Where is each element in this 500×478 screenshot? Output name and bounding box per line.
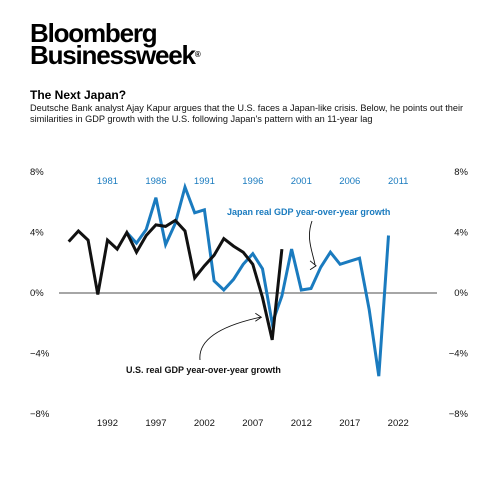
y-tick-label-left: 0% <box>30 288 44 299</box>
y-tick-label-left: −4% <box>30 349 50 360</box>
y-tick-label-left: 8% <box>30 167 44 178</box>
brand-logo: Bloomberg Businessweek® <box>30 18 201 68</box>
x-bottom-tick-label: 2012 <box>291 418 312 429</box>
x-top-tick-label: 2011 <box>388 176 408 187</box>
y-tick-label-right: 0% <box>454 288 468 299</box>
brand-line-2: Businessweek® <box>30 42 201 68</box>
brand-line-2-text: Businessweek <box>30 40 196 70</box>
us-gdp-line <box>67 218 284 341</box>
x-top-tick-label: 1986 <box>145 176 166 187</box>
x-bottom-tick-label: 2022 <box>388 418 409 429</box>
y-tick-label-right: 4% <box>454 228 468 239</box>
x-top-tick-label: 1981 <box>97 176 118 187</box>
x-bottom-tick-label: 1992 <box>97 418 118 429</box>
registered-mark: ® <box>194 50 201 59</box>
x-bottom-tick-label: 2017 <box>339 418 360 429</box>
x-bottom-tick-label: 2007 <box>242 418 263 429</box>
y-tick-label-left: −8% <box>30 409 50 420</box>
us-arrow-head <box>255 312 263 322</box>
japan-series-label: Japan real GDP year-over-year growth <box>227 207 390 217</box>
x-top-tick-label: 1996 <box>242 176 263 187</box>
brand-line-1: Bloomberg <box>30 18 158 48</box>
y-tick-label-right: −4% <box>449 349 469 360</box>
us-annotation-arrow <box>199 316 261 361</box>
japan-annotation-arrow <box>309 220 316 265</box>
x-bottom-tick-label: 1997 <box>145 418 166 429</box>
japan-arrow-head <box>309 260 317 271</box>
chart-title: The Next Japan? <box>30 88 127 102</box>
chart-subtitle: Deutsche Bank analyst Ajay Kapur argues … <box>30 103 464 124</box>
y-tick-label-left: 4% <box>30 228 44 239</box>
us-series-label: U.S. real GDP year-over-year growth <box>126 365 281 375</box>
japan-gdp-line <box>125 182 390 377</box>
y-tick-label-right: −8% <box>449 409 469 420</box>
x-top-tick-label: 2006 <box>339 176 360 187</box>
x-top-tick-label: 2001 <box>291 176 312 187</box>
x-bottom-tick-label: 2002 <box>194 418 215 429</box>
x-top-tick-label: 1991 <box>194 176 215 187</box>
y-tick-label-right: 8% <box>454 167 468 178</box>
